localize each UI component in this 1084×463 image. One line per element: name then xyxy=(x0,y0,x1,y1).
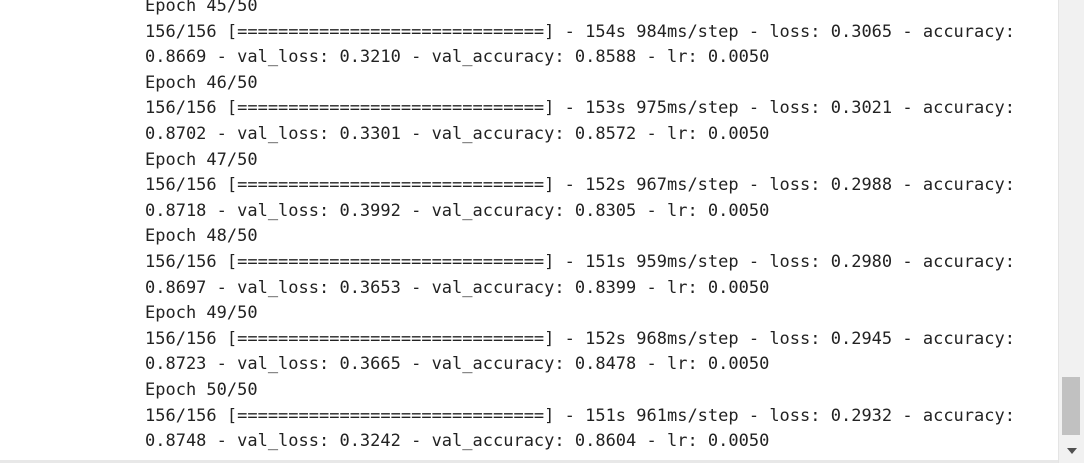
scrollbar-thumb[interactable] xyxy=(1062,377,1080,435)
output-console: Epoch 45/50 156/156 [====================… xyxy=(0,0,1058,463)
training-log: Epoch 45/50 156/156 [====================… xyxy=(145,0,1015,455)
log-line-epoch-48-progress: 156/156 [==============================]… xyxy=(145,251,1015,272)
log-line-epoch-49-progress: 156/156 [==============================]… xyxy=(145,328,1015,349)
log-line-epoch-50: Epoch 50/50 xyxy=(145,379,258,400)
log-line-epoch-50-progress: 156/156 [==============================]… xyxy=(145,405,1015,426)
log-line-epoch-47-metrics: 0.8718 - val_loss: 0.3992 - val_accuracy… xyxy=(145,200,770,221)
log-line-epoch-45: Epoch 45/50 xyxy=(145,0,258,16)
scroll-down-button[interactable] xyxy=(1059,441,1084,461)
log-line-epoch-46-metrics: 0.8702 - val_loss: 0.3301 - val_accuracy… xyxy=(145,123,770,144)
log-line-epoch-49-metrics: 0.8723 - val_loss: 0.3665 - val_accuracy… xyxy=(145,354,770,375)
log-line-epoch-45-metrics: 0.8669 - val_loss: 0.3210 - val_accuracy… xyxy=(145,47,770,68)
log-line-epoch-49: Epoch 49/50 xyxy=(145,303,258,324)
log-line-epoch-47: Epoch 47/50 xyxy=(145,149,258,170)
log-line-epoch-45-progress: 156/156 [==============================]… xyxy=(145,21,1015,42)
vertical-scrollbar[interactable] xyxy=(1058,0,1084,463)
arrow-down-icon xyxy=(1066,448,1077,454)
log-line-epoch-48-metrics: 0.8697 - val_loss: 0.3653 - val_accuracy… xyxy=(145,277,770,298)
log-line-epoch-50-metrics: 0.8748 - val_loss: 0.3242 - val_accuracy… xyxy=(145,431,770,452)
console-bottom-border xyxy=(0,460,1058,463)
log-line-epoch-46: Epoch 46/50 xyxy=(145,72,258,93)
log-line-epoch-47-progress: 156/156 [==============================]… xyxy=(145,175,1015,196)
log-line-epoch-48: Epoch 48/50 xyxy=(145,226,258,247)
log-line-epoch-46-progress: 156/156 [==============================]… xyxy=(145,98,1015,119)
